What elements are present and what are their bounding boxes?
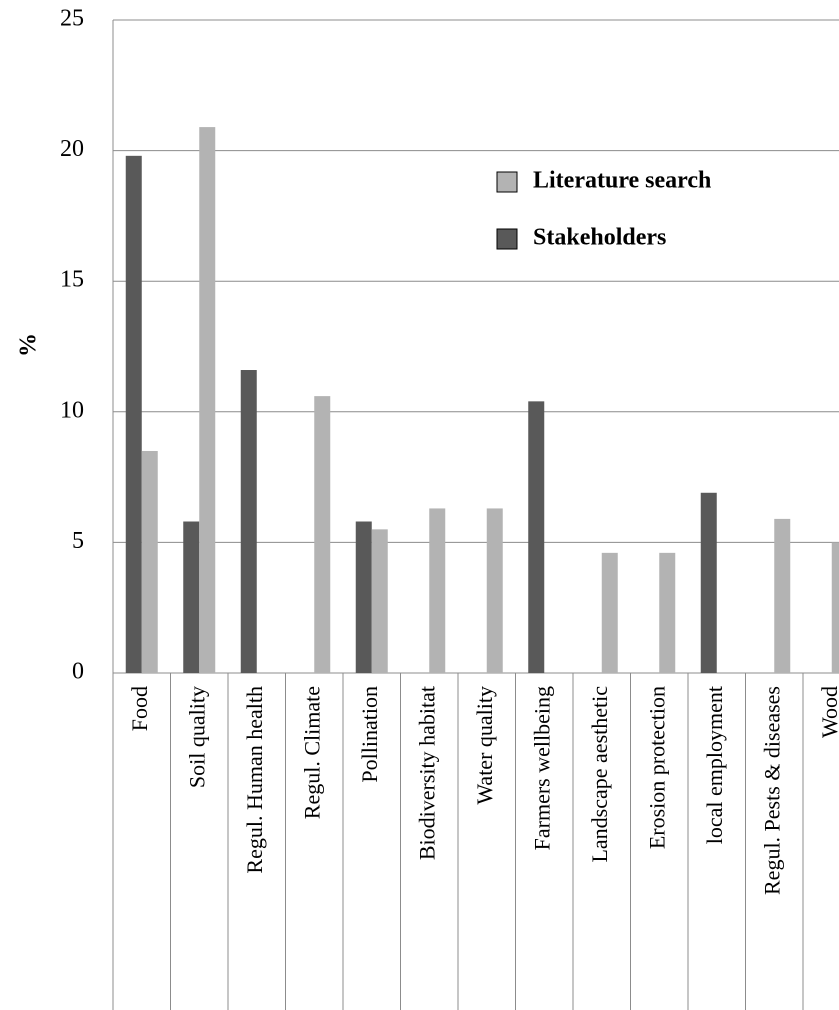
bar <box>700 492 717 673</box>
bar <box>355 521 372 673</box>
bar <box>601 552 618 673</box>
bar <box>314 396 331 673</box>
x-tick-label: Food <box>127 686 152 731</box>
x-tick-label: Water quality <box>472 686 497 805</box>
y-tick-label: 25 <box>60 6 84 32</box>
x-tick-label: Soil quality <box>184 686 209 788</box>
bar <box>371 529 388 673</box>
bar <box>774 518 791 673</box>
y-axis-label: % <box>16 333 42 357</box>
legend-label: Stakeholders <box>533 225 666 251</box>
bar <box>659 552 676 673</box>
bar <box>831 542 839 673</box>
x-tick-label: Biodiversity habitat <box>414 686 439 860</box>
x-tick-label: Farmers wellbeing <box>529 686 554 850</box>
legend-swatch <box>496 228 518 250</box>
y-tick-label: 10 <box>60 397 84 423</box>
bar <box>528 401 545 673</box>
legend-label: Literature search <box>533 168 711 194</box>
bar <box>240 370 257 673</box>
bar <box>199 127 216 674</box>
bar <box>141 450 158 673</box>
legend-swatch <box>496 171 518 193</box>
x-tick-label: Regul. Pests & diseases <box>759 686 784 895</box>
bar <box>183 521 200 673</box>
y-tick-label: 15 <box>60 267 84 293</box>
x-tick-label: local employment <box>702 686 727 844</box>
y-tick-label: 5 <box>72 528 84 554</box>
bar <box>486 508 503 673</box>
y-tick-label: 20 <box>60 136 84 162</box>
x-tick-label: Wood <box>817 686 839 738</box>
bar <box>125 155 142 674</box>
x-tick-label: Regul. Human health <box>242 686 267 874</box>
x-tick-label: Pollination <box>357 686 382 783</box>
y-tick-label: 0 <box>72 659 84 685</box>
x-tick-label: Landscape aesthetic <box>587 686 612 863</box>
bar <box>429 508 446 673</box>
x-tick-label: Regul. Climate <box>299 686 324 819</box>
x-tick-label: Erosion protection <box>644 686 669 849</box>
